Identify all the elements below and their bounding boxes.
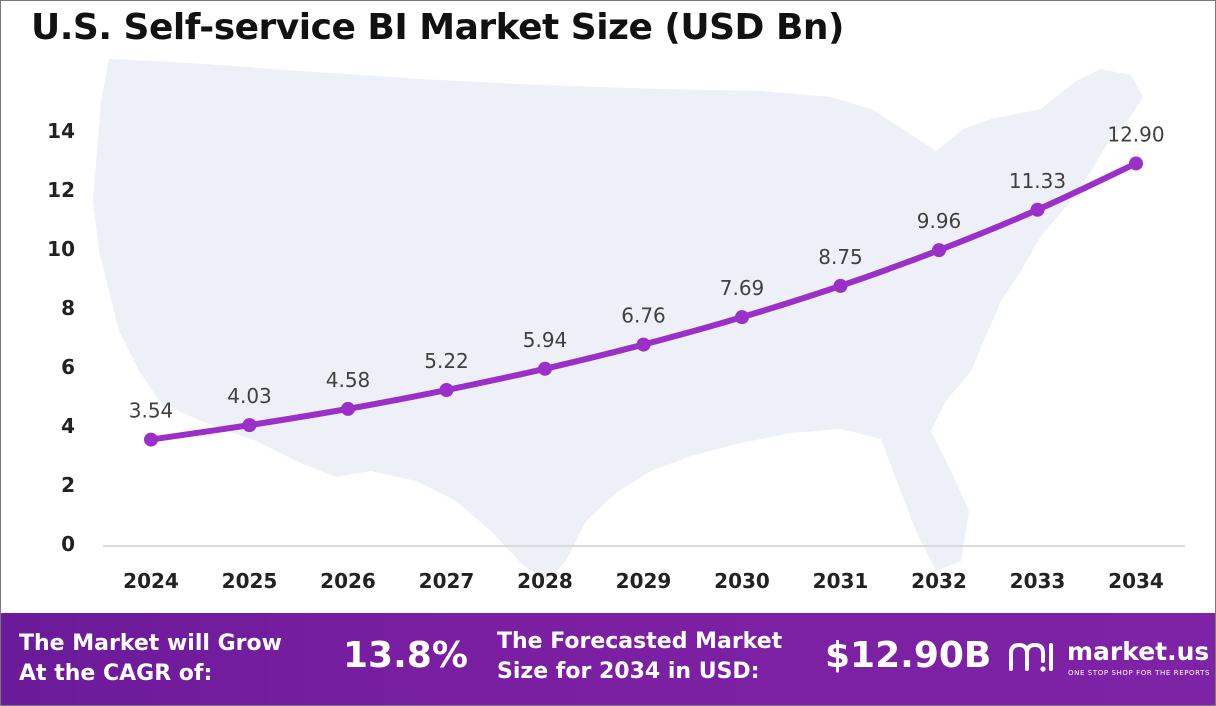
data-point	[1030, 202, 1045, 217]
x-tick-label: 2034	[1108, 569, 1164, 593]
data-points	[144, 156, 1143, 447]
cagr-label-line2: At the CAGR of:	[19, 661, 213, 686]
y-tick-label: 8	[61, 296, 75, 320]
us-map-silhouette	[93, 59, 1143, 581]
data-point	[1129, 156, 1143, 171]
data-point	[341, 401, 355, 416]
data-label: 4.58	[326, 368, 371, 392]
cagr-label-line1: The Market will Grow	[19, 631, 282, 656]
data-label: 3.54	[129, 399, 174, 423]
data-label: 12.90	[1107, 122, 1164, 146]
x-tick-label: 2033	[1010, 569, 1066, 593]
y-tick-label: 2	[61, 473, 75, 497]
data-point	[144, 432, 158, 447]
data-label: 5.22	[424, 349, 469, 373]
x-tick-label: 2028	[517, 569, 573, 593]
forecast-label-line2: Size for 2034 in USD:	[497, 659, 760, 684]
forecast-value: $12.90B	[825, 635, 992, 676]
data-point	[439, 383, 454, 398]
x-tick-label: 2029	[616, 569, 672, 593]
data-point	[242, 418, 257, 433]
market-us-logo-icon	[1009, 642, 1053, 672]
x-tick-label: 2025	[222, 569, 278, 593]
cagr-label: The Market will Grow At the CAGR of:	[19, 629, 282, 689]
x-tick-label: 2026	[320, 569, 376, 593]
data-label: 8.75	[818, 245, 863, 269]
x-tick-label: 2024	[123, 569, 179, 593]
data-point	[636, 337, 651, 352]
data-label: 11.33	[1009, 169, 1066, 193]
y-tick-label: 12	[47, 178, 75, 202]
forecast-label: The Forecasted Market Size for 2034 in U…	[497, 627, 782, 687]
data-point	[932, 243, 946, 258]
cagr-value: 13.8%	[343, 635, 468, 676]
data-label: 5.94	[523, 328, 568, 352]
chart-title: U.S. Self-service BI Market Size (USD Bn…	[31, 7, 844, 48]
data-point	[735, 310, 749, 325]
y-tick-label: 6	[61, 355, 75, 379]
footer-banner: The Market will Grow At the CAGR of: 13.…	[1, 613, 1215, 705]
data-label: 7.69	[720, 276, 765, 300]
forecast-label-line1: The Forecasted Market	[497, 629, 783, 654]
line-chart: 0 2 4 6 8 10 12 14 2024 2025 2026 2027 2028 2029 2030…	[47, 59, 1185, 593]
brand-name: market.us	[1067, 637, 1210, 666]
x-tick-label: 2032	[911, 569, 967, 593]
y-tick-label: 0	[61, 532, 75, 556]
y-tick-label: 4	[61, 414, 75, 438]
data-label: 9.96	[917, 209, 962, 233]
data-point	[538, 361, 552, 376]
x-tick-label: 2027	[419, 569, 475, 593]
x-axis-ticks: 2024 2025 2026 2027 2028 2029 2030 2031 2032 2033…	[123, 569, 1164, 593]
data-label: 6.76	[621, 304, 666, 328]
x-tick-label: 2030	[714, 569, 770, 593]
y-tick-label: 10	[47, 237, 75, 261]
y-tick-label: 14	[47, 119, 75, 143]
y-axis-ticks: 0 2 4 6 8 10 12 14	[47, 119, 75, 556]
data-label: 4.03	[227, 384, 272, 408]
data-labels: 3.54 4.03 4.58 5.22 5.94 6.76 7.69 8.75 9.96 11.3…	[129, 122, 1165, 422]
x-tick-label: 2031	[813, 569, 869, 593]
data-point	[833, 278, 848, 293]
brand-tagline: ONE STOP SHOP FOR THE REPORTS	[1068, 669, 1211, 677]
